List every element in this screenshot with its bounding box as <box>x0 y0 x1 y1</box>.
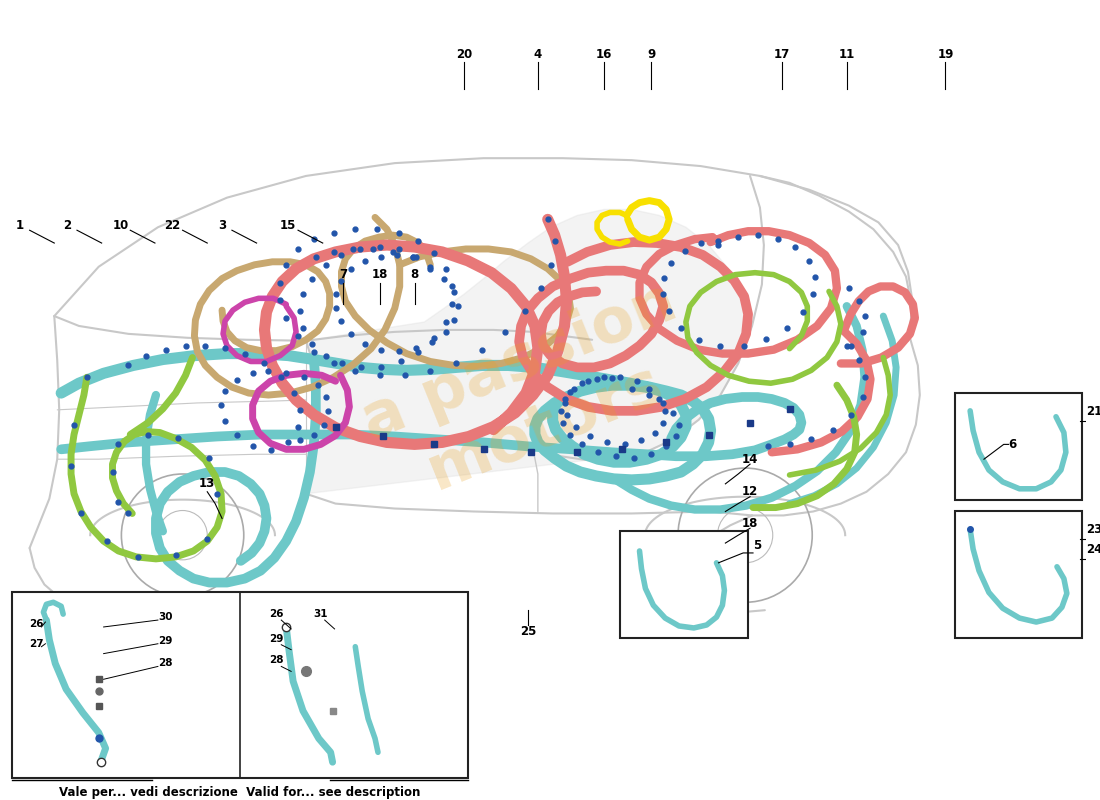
Polygon shape <box>306 210 752 494</box>
Text: 4: 4 <box>534 48 542 61</box>
Text: 22: 22 <box>165 218 180 232</box>
FancyBboxPatch shape <box>955 393 1081 500</box>
FancyBboxPatch shape <box>12 593 468 778</box>
Text: Vale per... vedi descrizione  Valid for... see description: Vale per... vedi descrizione Valid for..… <box>59 786 420 799</box>
Text: 1: 1 <box>15 218 24 232</box>
Text: 18: 18 <box>372 268 388 281</box>
Text: 15: 15 <box>280 218 296 232</box>
Text: 5: 5 <box>754 539 761 552</box>
Text: 14: 14 <box>741 453 758 466</box>
Text: 28: 28 <box>270 655 284 666</box>
Text: 21: 21 <box>1087 405 1100 418</box>
Text: 6: 6 <box>1009 438 1016 451</box>
Text: 17: 17 <box>773 48 790 61</box>
Text: 11: 11 <box>838 48 855 61</box>
Text: 29: 29 <box>270 634 284 644</box>
Text: 20: 20 <box>455 48 472 61</box>
Text: 23: 23 <box>1087 523 1100 536</box>
Text: 12: 12 <box>741 486 758 498</box>
Text: 2: 2 <box>63 218 72 232</box>
Text: 16: 16 <box>596 48 613 61</box>
Text: 7: 7 <box>340 268 348 281</box>
Text: 28: 28 <box>158 658 173 669</box>
Text: 9: 9 <box>647 48 656 61</box>
Text: 19: 19 <box>937 48 954 61</box>
Text: 3: 3 <box>218 218 227 232</box>
Text: 29: 29 <box>158 636 173 646</box>
Text: 26: 26 <box>270 609 284 619</box>
Text: 8: 8 <box>410 268 419 281</box>
Text: 27: 27 <box>30 638 44 649</box>
Text: 10: 10 <box>112 218 129 232</box>
Text: a passion
motors: a passion motors <box>354 273 712 518</box>
Text: 25: 25 <box>520 626 536 638</box>
Text: 26: 26 <box>30 619 44 629</box>
Text: 31: 31 <box>312 609 328 619</box>
Text: 30: 30 <box>158 612 173 622</box>
Text: 13: 13 <box>199 478 216 490</box>
Text: 18: 18 <box>741 517 758 530</box>
FancyBboxPatch shape <box>955 511 1081 638</box>
Text: 24: 24 <box>1087 543 1100 556</box>
FancyBboxPatch shape <box>619 531 748 638</box>
